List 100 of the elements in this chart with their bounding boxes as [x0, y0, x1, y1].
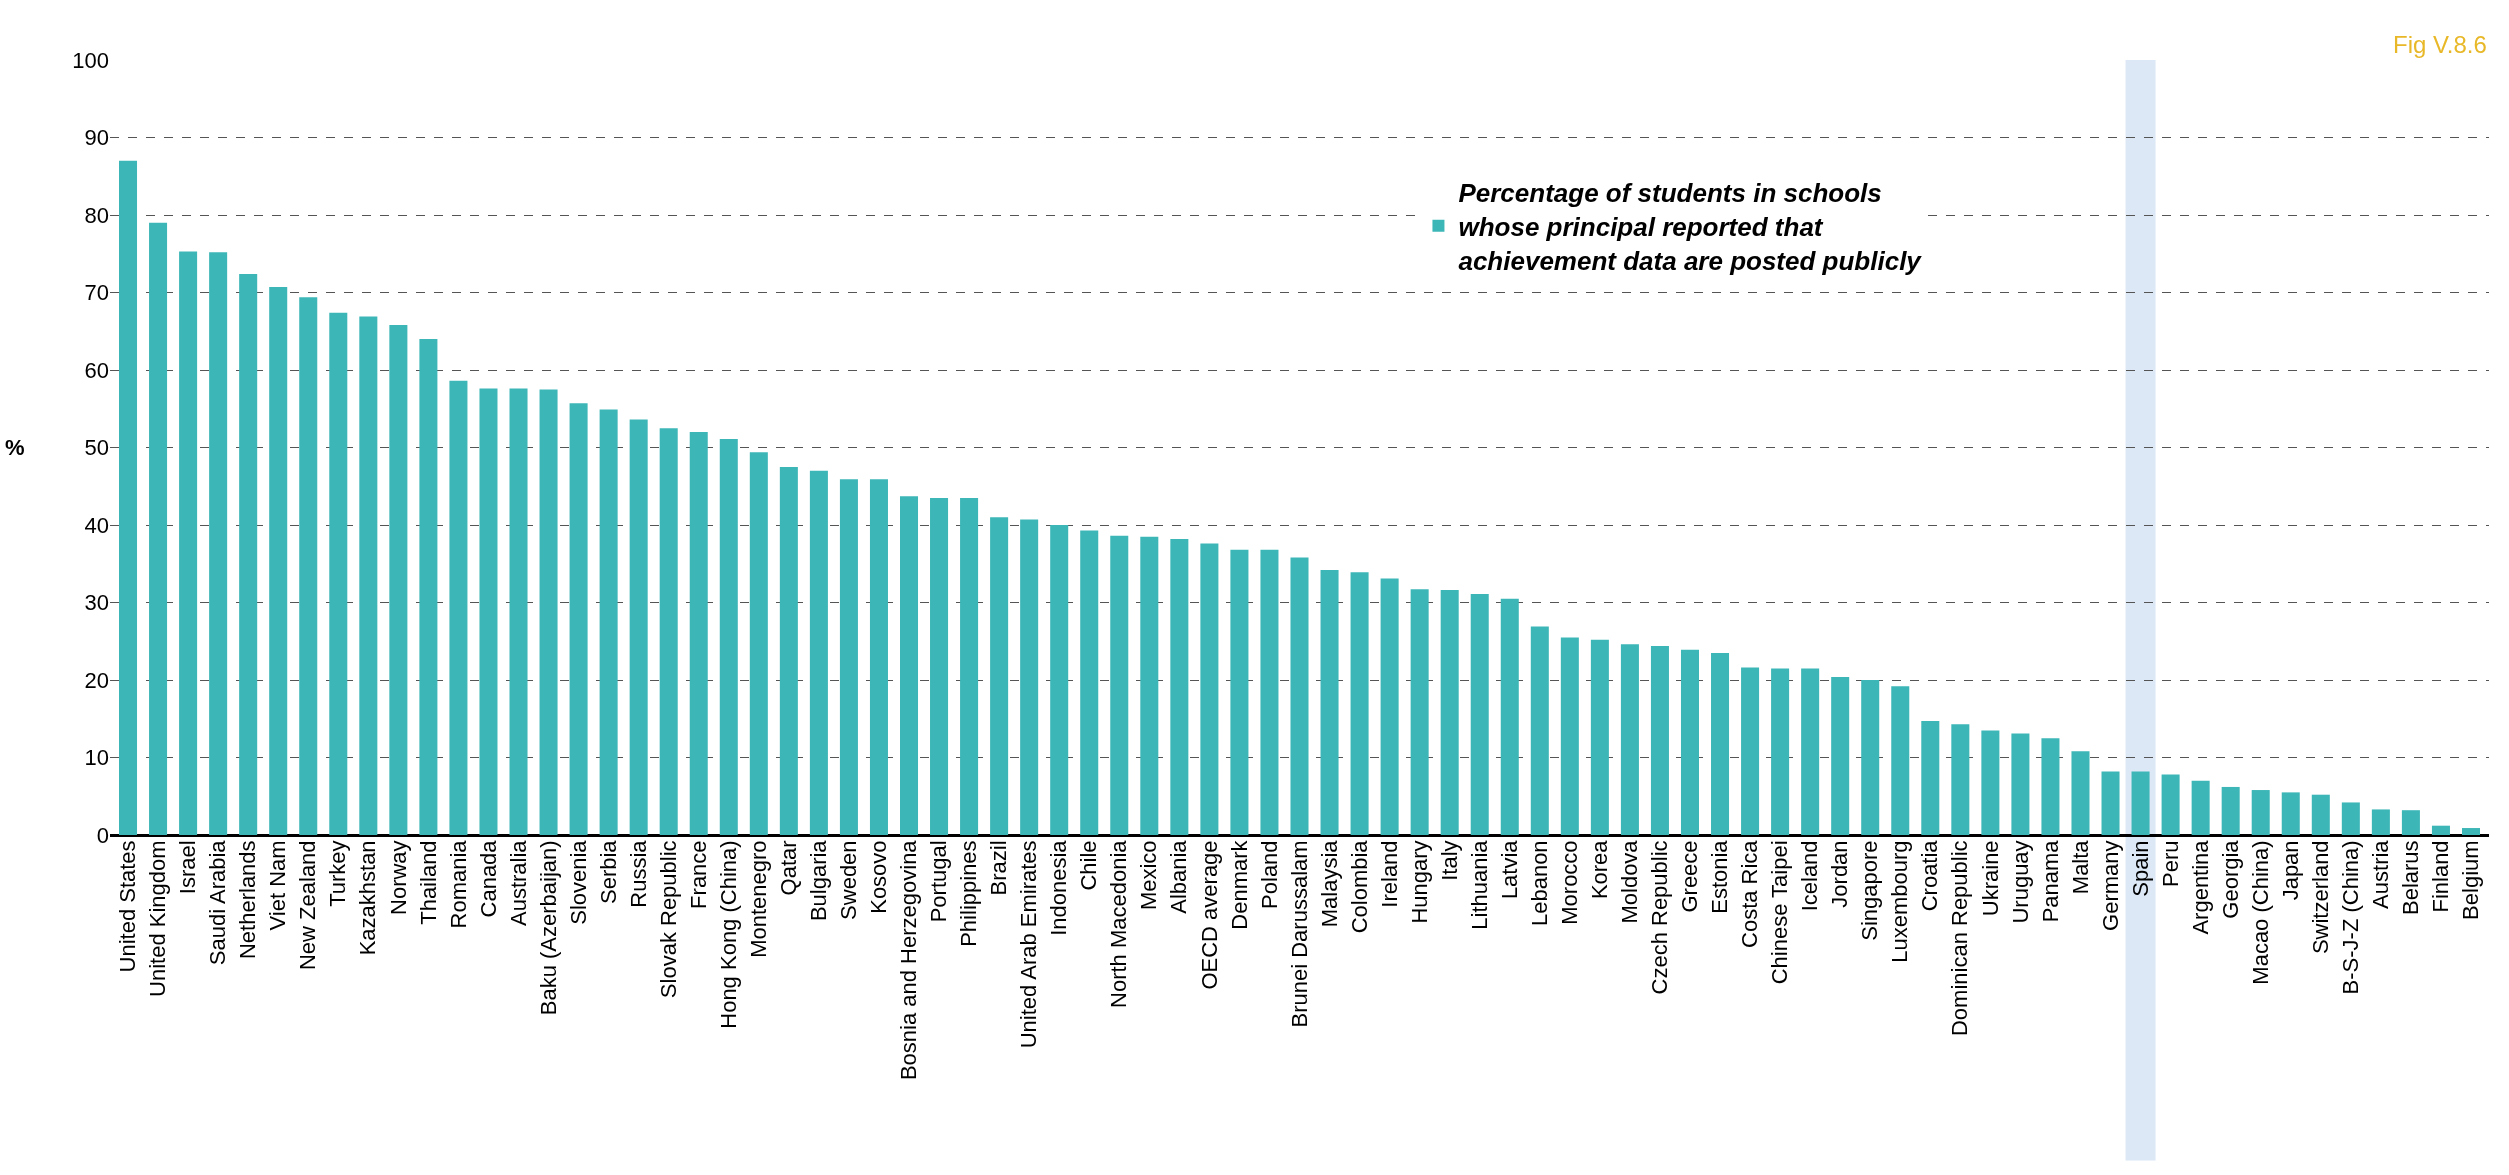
bar: [2191, 780, 2210, 835]
bar: [1320, 569, 1339, 835]
x-tick-label: Japan: [2277, 840, 2303, 901]
x-tick-label: Ukraine: [1977, 840, 2003, 917]
bar: [900, 496, 919, 835]
bar: [2161, 774, 2180, 835]
x-tick-label: Lithuania: [1466, 839, 1492, 930]
bar: [2071, 751, 2090, 835]
x-tick-label: Saudi Arabia: [205, 839, 231, 966]
x-tick-label: Australia: [505, 839, 531, 926]
x-tick-label: Dominican Republic: [1947, 840, 1973, 1037]
x-tick-label: Georgia: [2217, 839, 2243, 919]
bar: [960, 497, 979, 835]
x-tick-label: Singapore: [1857, 840, 1883, 941]
bar: [2371, 809, 2390, 835]
bar: [2131, 771, 2150, 835]
bar: [1440, 590, 1459, 835]
bar: [1711, 652, 1730, 835]
x-tick-label: Korea: [1587, 839, 1613, 900]
bar: [299, 297, 318, 835]
y-tick-label: 40: [84, 512, 109, 538]
bar: [1050, 525, 1069, 835]
x-tick-label: Bosnia and Herzegovina: [896, 839, 922, 1081]
bar: [839, 479, 858, 835]
x-tick-label: Finland: [2428, 840, 2454, 913]
x-tick-label: Iceland: [1797, 840, 1823, 912]
x-tick-label: Morocco: [1556, 840, 1582, 925]
x-tick-label: Lebanon: [1526, 840, 1552, 927]
bar: [2041, 738, 2060, 835]
bar: [2311, 794, 2330, 835]
y-tick-label: 90: [84, 125, 109, 151]
bar: [1951, 724, 1970, 835]
y-axis-title: %: [5, 435, 25, 460]
bar: [990, 517, 1009, 835]
x-tick-label: Chile: [1076, 840, 1102, 891]
bar: [1590, 639, 1609, 835]
x-tick-label: Germany: [2097, 840, 2123, 931]
x-tick-label: OECD average: [1196, 840, 1222, 990]
x-tick-label: Italy: [1436, 840, 1462, 881]
bar: [2401, 810, 2420, 835]
bar: [479, 388, 498, 835]
x-tick-label: Hong Kong (China): [715, 840, 741, 1029]
bar: [779, 466, 798, 835]
x-tick-label: Czech Republic: [1647, 840, 1673, 995]
bar: [2221, 786, 2240, 835]
x-tick-label: Hungary: [1406, 840, 1432, 924]
x-tick-label: Belgium: [2458, 840, 2484, 920]
bar: [389, 325, 408, 835]
bar: [1110, 535, 1129, 835]
bar: [209, 252, 228, 835]
x-tick-label: Belarus: [2398, 840, 2424, 915]
bar: [2341, 802, 2360, 835]
x-tick-label: United States: [115, 840, 141, 973]
bar: [2461, 828, 2480, 835]
bar: [2011, 733, 2030, 835]
x-tick-label: Baku (Azerbaijan): [535, 840, 561, 1016]
bar: [2101, 771, 2120, 835]
x-tick-label: Denmark: [1226, 839, 1252, 930]
x-tick-label: Spain: [2127, 840, 2153, 897]
x-tick-label: Croatia: [1917, 839, 1943, 912]
x-tick-label: Romania: [445, 839, 471, 929]
x-tick-label: Israel: [175, 840, 201, 895]
bar: [1290, 557, 1309, 835]
bar: [1230, 549, 1249, 835]
x-tick-label: Viet Nam: [265, 840, 291, 931]
x-tick-label: Argentina: [2187, 839, 2213, 935]
x-tick-label: Malaysia: [1316, 839, 1342, 928]
bar: [1560, 637, 1579, 835]
y-tick-label: 80: [84, 202, 109, 228]
y-tick-label: 0: [96, 822, 109, 848]
bar: [1981, 730, 2000, 835]
bar: [449, 380, 468, 835]
y-tick-label: 50: [84, 435, 109, 461]
x-tick-label: Peru: [2157, 840, 2183, 887]
x-tick-label: Malta: [2067, 839, 2093, 895]
bar: [239, 273, 258, 835]
x-tick-label: Kosovo: [866, 840, 892, 914]
bar: [179, 251, 198, 835]
x-tick-label: Norway: [385, 840, 411, 915]
bar: [599, 409, 618, 835]
bar: [1891, 686, 1910, 835]
bar: [1921, 721, 1940, 835]
x-tick-label: Serbia: [595, 839, 621, 904]
bar: [719, 438, 738, 835]
bar: [149, 222, 168, 835]
bar: [1200, 543, 1219, 835]
x-tick-label: Macao (China): [2247, 840, 2273, 985]
bar: [869, 479, 888, 835]
x-tick-label: Portugal: [926, 840, 952, 923]
x-tick-label: France: [685, 840, 711, 909]
bar: [539, 389, 558, 835]
y-tick-label: 10: [84, 745, 109, 771]
bar: [689, 432, 708, 835]
x-tick-label: Colombia: [1346, 839, 1372, 934]
x-tick-label: Philippines: [956, 840, 982, 947]
x-tick-label: North Macedonia: [1106, 839, 1132, 1008]
bar: [1020, 519, 1039, 835]
x-tick-label: Poland: [1256, 840, 1282, 909]
y-tick-label: 70: [84, 280, 109, 306]
bar: [1470, 593, 1489, 835]
